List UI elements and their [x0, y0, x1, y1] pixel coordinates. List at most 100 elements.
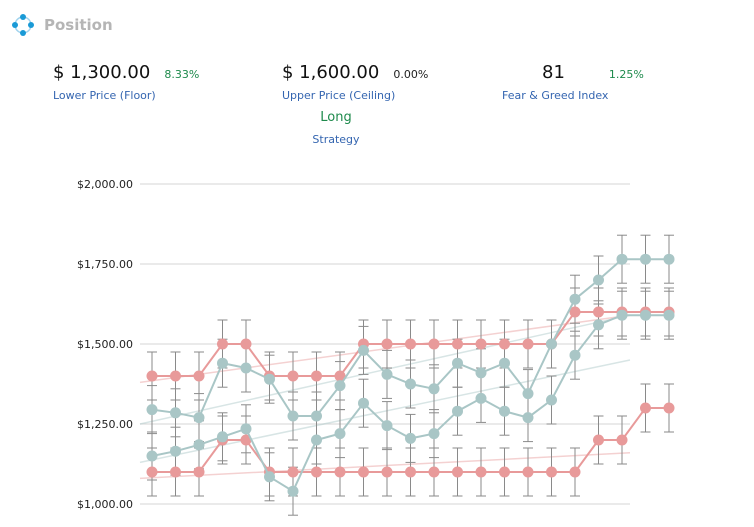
data-point	[146, 466, 158, 478]
data-point	[170, 466, 181, 478]
data-point	[311, 434, 322, 446]
data-point	[334, 380, 346, 392]
trend-line	[139, 452, 631, 480]
data-point	[287, 466, 299, 478]
data-point	[663, 402, 675, 414]
data-point	[522, 466, 534, 478]
data-point	[217, 357, 228, 369]
price-chart: $1,000.00 $1,250.00 $1,500.00 $1,750.00 $2,0…	[77, 178, 675, 516]
data-point	[287, 410, 299, 422]
data-point	[569, 466, 581, 478]
ceiling-price-value: $ 1,600.00	[282, 62, 380, 83]
data-point	[170, 370, 181, 382]
data-point	[240, 423, 252, 435]
data-point	[475, 466, 487, 478]
data-point	[640, 309, 651, 321]
data-point	[311, 370, 322, 382]
data-point	[475, 338, 487, 350]
data-point	[640, 402, 651, 414]
data-point	[146, 370, 158, 382]
data-point	[193, 412, 205, 424]
data-point	[569, 306, 581, 318]
data-point	[428, 338, 440, 350]
data-point	[381, 420, 393, 432]
data-point	[334, 370, 346, 382]
y-tick-label: $1,000.00	[77, 498, 133, 511]
data-point	[452, 338, 463, 350]
data-point	[264, 373, 275, 385]
data-point	[217, 431, 228, 443]
floor-price-value: $ 1,300.00	[53, 62, 151, 83]
data-point	[593, 434, 604, 446]
y-tick-label: $1,500.00	[77, 338, 133, 351]
fear-greed-change: 1.25%	[608, 68, 644, 81]
data-point	[593, 306, 604, 318]
data-point	[193, 466, 205, 478]
data-point	[499, 357, 510, 369]
data-point	[452, 357, 463, 369]
data-point	[358, 466, 369, 478]
data-point	[475, 367, 487, 379]
header: Position	[10, 8, 113, 42]
data-point	[522, 412, 534, 424]
data-point	[381, 368, 393, 380]
floor-price-change: 8.33%	[164, 68, 200, 81]
data-point	[428, 466, 440, 478]
data-point	[475, 392, 487, 404]
data-point	[405, 432, 416, 444]
data-point	[311, 410, 322, 422]
data-point	[217, 338, 228, 350]
data-point	[240, 338, 252, 350]
stat-fear-greed: 81 1.25% Fear & Greed Index	[502, 62, 644, 102]
data-point	[193, 370, 205, 382]
data-point	[640, 253, 651, 265]
data-point	[452, 466, 463, 478]
data-point	[452, 405, 463, 417]
data-point	[358, 397, 369, 409]
stat-ceiling: $ 1,600.00 0.00% Upper Price (Ceiling)	[282, 62, 428, 102]
data-point	[499, 466, 510, 478]
data-point	[311, 466, 322, 478]
data-point	[358, 344, 369, 356]
floor-price-label: Lower Price (Floor)	[53, 89, 156, 102]
data-point	[663, 309, 675, 321]
data-point	[405, 378, 416, 390]
data-point	[616, 253, 628, 265]
data-point	[170, 445, 181, 457]
data-point	[405, 338, 416, 350]
data-point	[334, 428, 346, 440]
fear-greed-label: Fear & Greed Index	[502, 89, 609, 102]
data-point	[522, 388, 534, 400]
y-tick-label: $2,000.00	[77, 178, 133, 191]
data-point	[522, 338, 534, 350]
strategy-label: Strategy	[312, 133, 360, 146]
y-tick-label: $1,250.00	[77, 418, 133, 431]
data-point	[616, 309, 628, 321]
data-point	[546, 394, 557, 406]
data-point	[240, 362, 252, 374]
data-point	[170, 407, 181, 419]
data-point	[146, 404, 158, 416]
data-point	[569, 349, 581, 361]
stat-floor: $ 1,300.00 8.33% Lower Price (Floor)	[53, 62, 199, 102]
y-tick-label: $1,750.00	[77, 258, 133, 271]
data-point	[193, 439, 205, 451]
ceiling-price-label: Upper Price (Ceiling)	[282, 89, 396, 102]
dots-circle-logo-icon	[12, 14, 34, 36]
data-point	[287, 485, 299, 497]
data-point	[334, 466, 346, 478]
data-point	[287, 370, 299, 382]
data-point	[146, 450, 158, 462]
strategy-value: Long	[320, 110, 352, 125]
data-point	[264, 471, 275, 483]
data-point	[546, 338, 557, 350]
data-point	[616, 434, 628, 446]
data-point	[381, 338, 393, 350]
page-title: Position	[44, 16, 113, 34]
data-point	[499, 405, 510, 417]
data-point	[546, 466, 557, 478]
data-point	[405, 466, 416, 478]
data-point	[428, 383, 440, 395]
data-point	[381, 466, 393, 478]
fear-greed-value: 81	[542, 62, 565, 83]
